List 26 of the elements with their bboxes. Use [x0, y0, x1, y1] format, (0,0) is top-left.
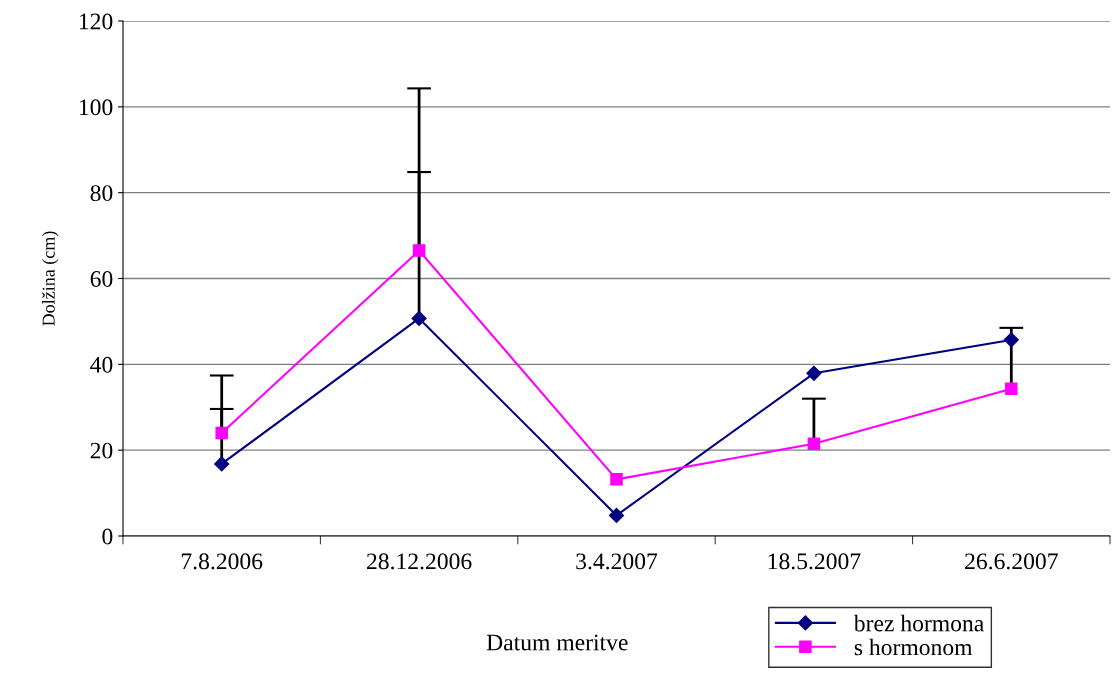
- point: [411, 310, 427, 326]
- point: [1005, 382, 1018, 396]
- x-tick-label: 28.12.2006: [367, 553, 472, 570]
- y-tick-label: 120: [79, 13, 113, 30]
- point: [806, 365, 822, 381]
- point: [412, 244, 426, 257]
- point: [1003, 332, 1019, 348]
- x-tick-label: 26.6.2007: [965, 553, 1058, 570]
- y-tick-label: 0: [102, 528, 113, 545]
- point: [610, 473, 623, 486]
- y-tick-label: 80: [90, 185, 113, 202]
- legend-label: brez hormona: [853, 614, 984, 632]
- x-tick-label: 3.4.2007: [576, 553, 658, 570]
- point: [608, 507, 625, 523]
- y-axis-title: Dolžina (cm): [42, 231, 59, 326]
- x-tick-label: 7.8.2006: [181, 553, 263, 570]
- y-tick-label: 20: [90, 442, 113, 459]
- legend-label: s hormonom: [854, 638, 973, 656]
- y-tick-label: 100: [79, 99, 113, 116]
- x-tick-label: 18.5.2007: [768, 553, 861, 570]
- point: [214, 456, 230, 472]
- point: [807, 437, 821, 450]
- x-axis-title: Datum meritve: [486, 634, 628, 651]
- y-tick-label: 40: [90, 356, 113, 373]
- point: [215, 426, 228, 440]
- y-tick-label: 60: [90, 270, 113, 287]
